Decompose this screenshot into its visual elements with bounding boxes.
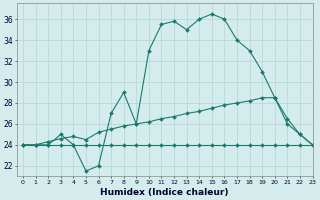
X-axis label: Humidex (Indice chaleur): Humidex (Indice chaleur)	[100, 188, 229, 197]
